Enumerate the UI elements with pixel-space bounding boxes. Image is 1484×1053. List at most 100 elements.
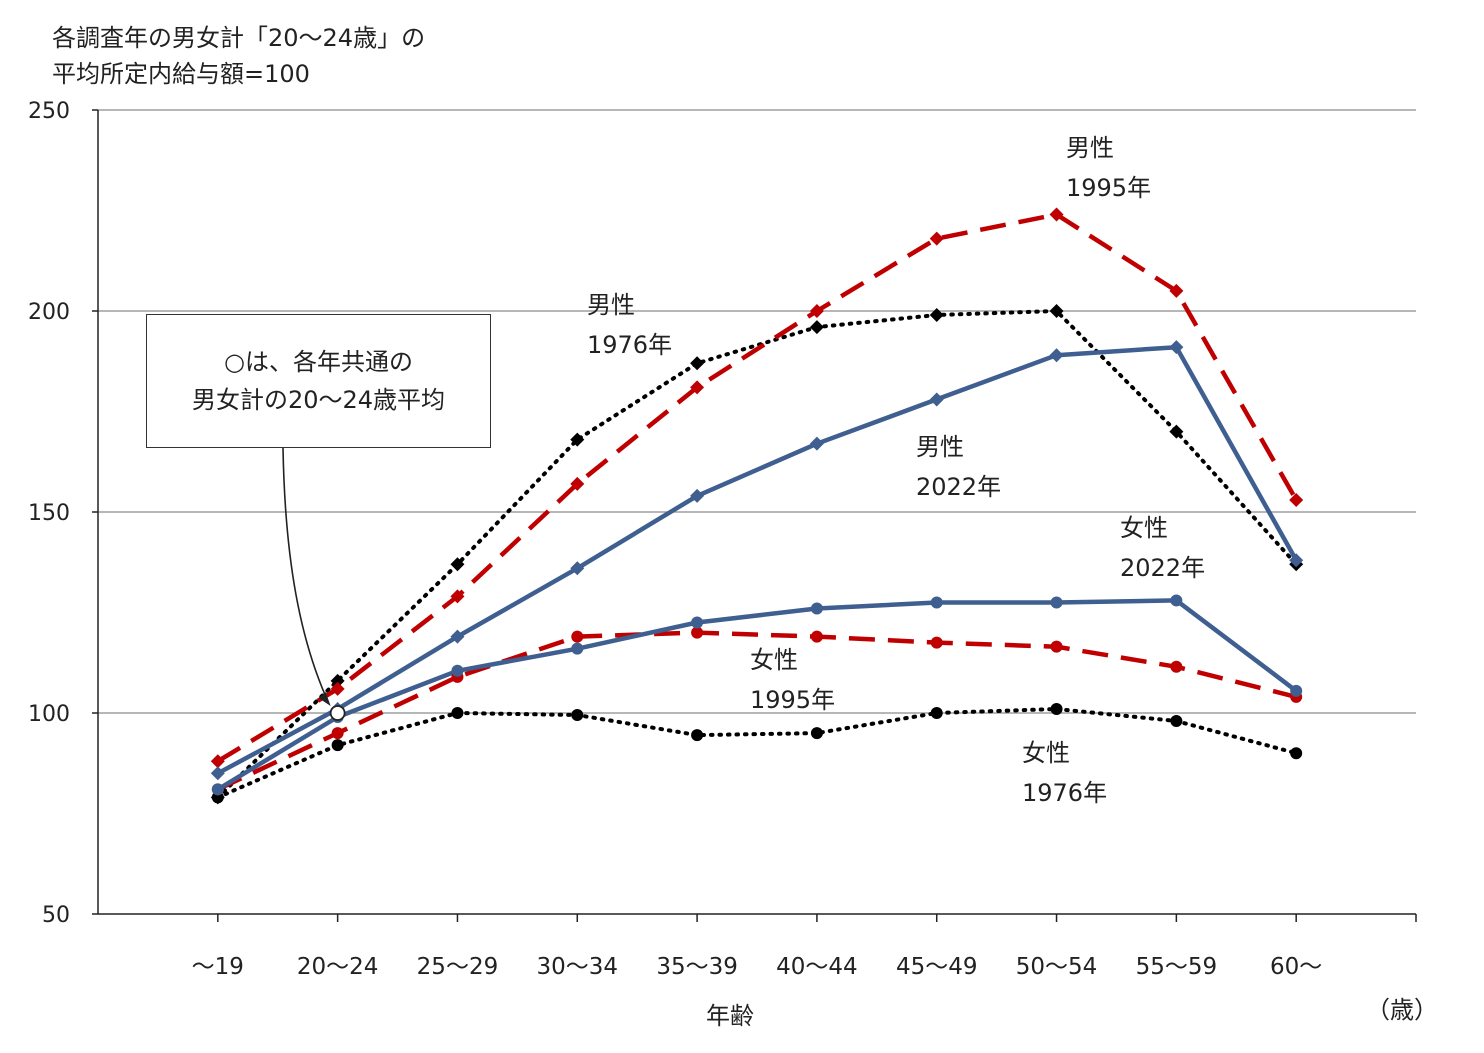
series-label-female-1995-line-2: 1995年 <box>750 686 836 714</box>
series-label-male-1976-line-1: 男性 <box>587 291 635 319</box>
data-point-series-2 <box>570 561 585 576</box>
series-lines <box>215 212 1299 800</box>
annotation-arrow <box>282 447 346 721</box>
annotation-arrowhead <box>318 692 331 706</box>
data-point-series-1 <box>450 589 465 604</box>
data-point-series-2 <box>690 488 705 503</box>
series-label-male-1995: 男性 1995年 <box>1066 128 1151 208</box>
data-point-series-1 <box>1289 492 1304 507</box>
annotation-callout: ○は、各年共通の 男女計の20～24歳平均 <box>146 314 491 448</box>
series-label-female-1995: 女性 1995年 <box>750 640 835 720</box>
data-point-series-1 <box>929 231 944 246</box>
data-point-series-1 <box>1049 207 1064 222</box>
series-label-female-1976-line-1: 女性 <box>1022 739 1070 767</box>
annotation-line-1: ○は、各年共通の <box>224 348 413 376</box>
data-point-series-3 <box>691 729 704 742</box>
series-line-4 <box>216 630 1297 792</box>
y-tick-labels: 50 100 150 200 250 <box>28 99 70 928</box>
x-tick-label: ～19 <box>192 954 244 980</box>
x-axis-label: 年齢 <box>706 1002 754 1030</box>
data-point-series-4 <box>810 630 823 643</box>
series-label-female-1976-line-2: 1976年 <box>1022 779 1108 807</box>
x-tick-label: 20～24 <box>297 954 379 980</box>
data-point-series-1 <box>330 681 345 696</box>
data-point-series-0 <box>929 308 944 323</box>
data-point-series-2 <box>929 392 944 407</box>
y-axis-title-line-1: 各調査年の男女計「20～24歳」の <box>52 24 426 52</box>
series-label-female-1976: 女性 1976年 <box>1022 733 1107 813</box>
data-point-series-5 <box>1050 596 1063 609</box>
data-point-series-1 <box>210 754 225 769</box>
data-point-series-4 <box>331 727 344 740</box>
data-point-series-2 <box>450 629 465 644</box>
y-tick-label: 200 <box>28 300 70 325</box>
data-point-series-3 <box>810 727 823 740</box>
data-point-series-5 <box>1290 684 1303 697</box>
data-point-series-4 <box>1170 660 1183 673</box>
data-point-series-1 <box>570 476 585 491</box>
series-line-5 <box>215 598 1299 792</box>
x-tick-label: 50～54 <box>1016 954 1098 980</box>
series-label-female-2022-line-1: 女性 <box>1120 514 1168 542</box>
data-point-series-0 <box>690 356 705 371</box>
data-point-series-1 <box>809 304 824 318</box>
data-point-series-2 <box>1049 348 1064 363</box>
series-label-female-2022: 女性 2022年 <box>1120 508 1205 588</box>
data-point-series-3 <box>571 709 584 722</box>
x-tick-label: 35～39 <box>656 954 738 980</box>
y-tick-label: 50 <box>42 903 70 928</box>
data-point-series-5 <box>691 616 704 629</box>
series-label-male-2022: 男性 2022年 <box>916 427 1001 507</box>
data-point-series-5 <box>930 596 943 609</box>
data-point-series-4 <box>1050 640 1063 653</box>
data-point-series-5 <box>571 642 584 655</box>
y-tick-label: 100 <box>28 702 70 727</box>
data-point-series-3 <box>1050 702 1063 715</box>
data-point-series-5 <box>1170 594 1183 607</box>
data-point-series-2 <box>1169 340 1184 355</box>
data-point-series-1 <box>1169 283 1184 298</box>
y-axis-title-line-2: 平均所定内給与額=100 <box>52 60 310 88</box>
annotation-arrow-line <box>282 447 330 704</box>
data-point-series-1 <box>690 380 705 395</box>
series-line-2 <box>215 344 1299 776</box>
y-axis-title: 各調査年の男女計「20～24歳」の 平均所定内給与額=100 <box>52 20 425 92</box>
series-line-3 <box>215 707 1299 800</box>
data-point-series-3 <box>331 739 344 752</box>
y-tick-label: 150 <box>28 501 70 526</box>
series-label-female-2022-line-2: 2022年 <box>1120 554 1206 582</box>
series-label-male-1995-line-2: 1995年 <box>1066 174 1152 202</box>
data-point-series-0 <box>330 673 345 688</box>
data-point-series-0 <box>809 320 824 335</box>
data-point-series-0 <box>570 432 585 447</box>
series-label-female-1995-line-1: 女性 <box>750 646 798 674</box>
x-tick-label: 60～ <box>1270 954 1322 980</box>
series-label-male-1995-line-1: 男性 <box>1066 134 1114 162</box>
x-tick-label: 40～44 <box>776 954 858 980</box>
data-point-series-2 <box>809 436 824 451</box>
data-point-series-4 <box>691 626 704 639</box>
data-point-series-3 <box>1170 715 1183 728</box>
data-point-series-2 <box>210 766 225 781</box>
series-label-male-1976: 男性 1976年 <box>587 285 672 365</box>
series-label-male-1976-line-2: 1976年 <box>587 331 673 359</box>
data-point-series-3 <box>930 707 943 719</box>
x-tick-labels: ～19 20～24 25～29 30～34 35～39 40～44 45～49 50～54 55… <box>192 954 1323 980</box>
series-line-0 <box>215 309 1299 800</box>
data-point-series-3 <box>451 707 464 719</box>
x-tick-label: 25～29 <box>417 954 499 980</box>
common-point-circle <box>329 705 346 721</box>
series-markers <box>210 207 1304 805</box>
axes <box>92 109 1417 922</box>
data-point-series-2 <box>1289 553 1304 568</box>
data-point-series-0 <box>450 557 465 572</box>
x-tick-label: 45～49 <box>896 954 978 980</box>
data-point-series-0 <box>1169 424 1184 439</box>
data-point-series-4 <box>930 636 943 649</box>
series-label-male-2022-line-2: 2022年 <box>916 473 1002 501</box>
data-point-series-5 <box>451 664 464 677</box>
data-point-series-4 <box>571 630 584 643</box>
data-point-series-5 <box>810 602 823 615</box>
annotation-line-2: 男女計の20～24歳平均 <box>191 386 446 414</box>
